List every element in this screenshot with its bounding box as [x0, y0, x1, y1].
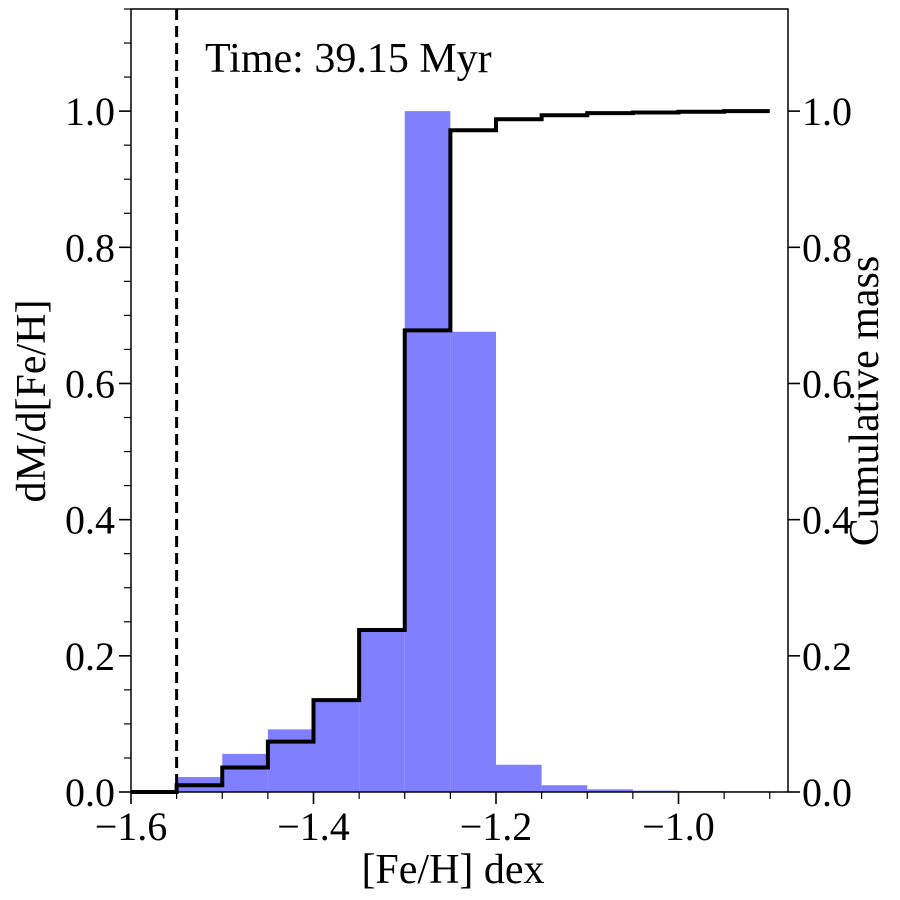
y-right-tick-label: 1.0 — [802, 89, 852, 134]
plot-frame — [130, 8, 789, 793]
y-tick-label: 1.0 — [65, 89, 115, 134]
y-right-tick-label: 0.6 — [802, 361, 852, 406]
histogram-bar — [587, 789, 633, 792]
histogram-bars — [176, 111, 770, 792]
y-right-tick-label: 0.2 — [802, 634, 852, 679]
histogram-bar — [450, 331, 496, 792]
y-tick-label: 0.6 — [65, 361, 115, 406]
histogram-bar — [404, 111, 451, 792]
histogram-bar — [541, 785, 588, 792]
y-right-axis-title: Cumulative mass — [842, 256, 888, 546]
x-tick-label: −1.4 — [277, 804, 350, 849]
histogram-bar — [222, 753, 268, 792]
histogram-bar — [313, 700, 360, 792]
cumulative-step-line — [131, 109, 770, 794]
y-axis-title: dM/d[Fe/H] — [9, 300, 55, 503]
x-tick-label: −1.2 — [460, 804, 533, 849]
y-tick-label: 0.4 — [65, 498, 115, 543]
y-tick-label: 0.2 — [65, 634, 115, 679]
y-right-axis-ticks: 0.0 0.2 0.4 0.6 0.8 1.0 — [788, 89, 852, 815]
x-axis-title: [Fe/H] dex — [361, 847, 544, 893]
x-tick-label: −1.0 — [642, 804, 715, 849]
histogram-bar — [267, 729, 314, 792]
histogram-bar — [359, 629, 405, 792]
x-tick-label: −1.6 — [95, 804, 168, 849]
y-axis-ticks: 0.0 0.2 0.4 0.6 0.8 1.0 — [65, 8, 131, 815]
y-tick-label: 0.0 — [65, 770, 115, 815]
histogram-bar — [496, 764, 542, 792]
y-right-tick-label: 0.4 — [802, 498, 852, 543]
y-right-tick-label: 0.0 — [802, 770, 852, 815]
x-axis-ticks: −1.6 −1.4 −1.2 −1.0 — [95, 792, 771, 849]
time-annotation: Time: 39.15 Myr — [205, 36, 492, 82]
y-tick-label: 0.8 — [65, 225, 115, 270]
y-right-tick-label: 0.8 — [802, 225, 852, 270]
